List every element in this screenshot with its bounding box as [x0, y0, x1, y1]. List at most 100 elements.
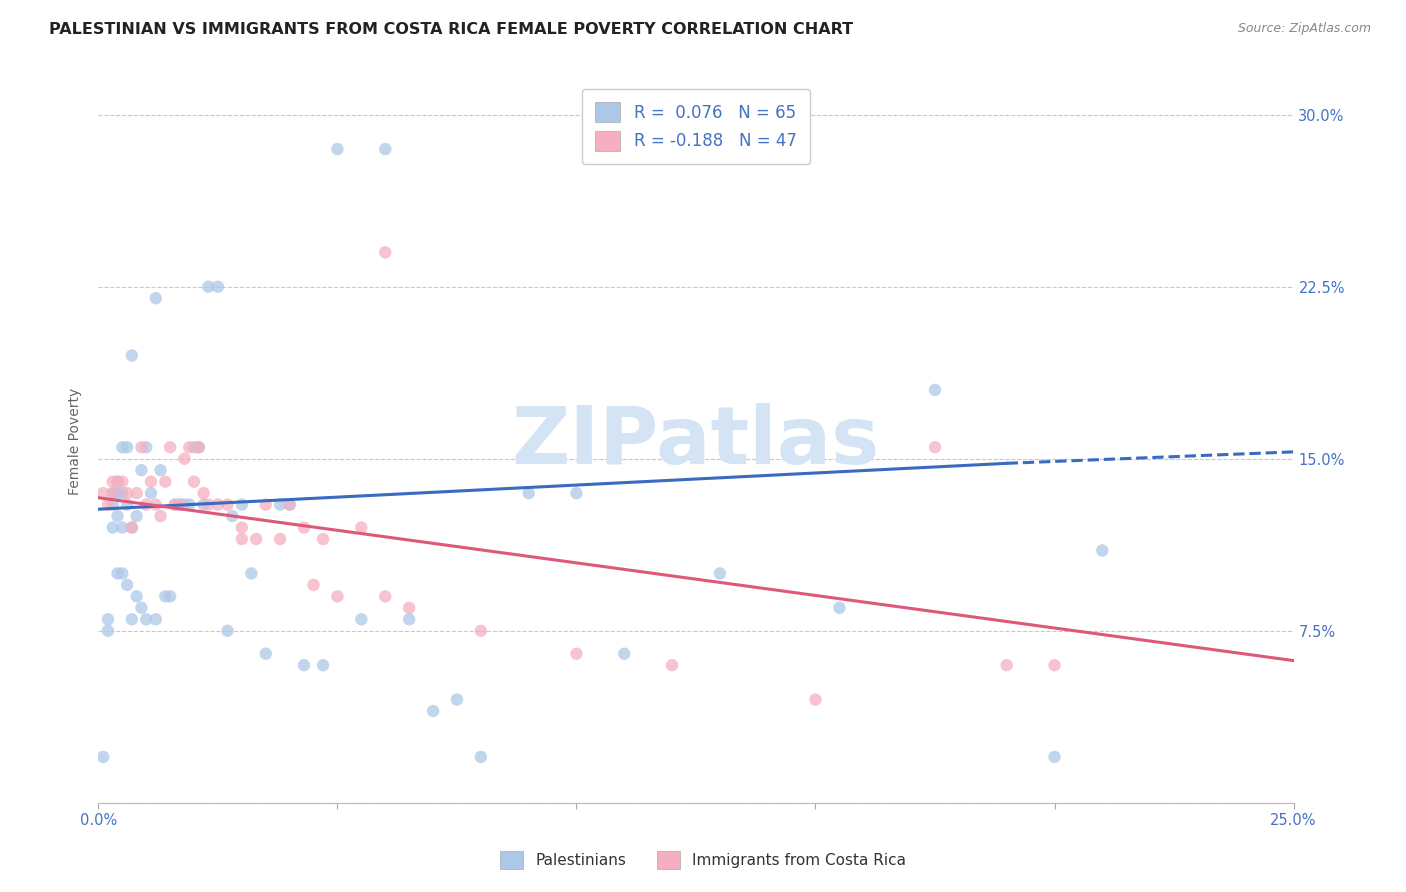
Point — [97, 612, 120, 626]
Point — [125, 590, 148, 604]
Point — [139, 475, 162, 489]
Point — [187, 440, 209, 454]
Point — [111, 486, 134, 500]
Point — [398, 600, 420, 615]
Point — [107, 475, 129, 489]
Point — [374, 590, 396, 604]
Point — [169, 498, 191, 512]
Point — [326, 142, 349, 156]
Point — [374, 245, 396, 260]
Point — [193, 486, 215, 500]
Point — [350, 520, 373, 534]
Point — [139, 486, 162, 500]
Text: PALESTINIAN VS IMMIGRANTS FROM COSTA RICA FEMALE POVERTY CORRELATION CHART: PALESTINIAN VS IMMIGRANTS FROM COSTA RIC… — [49, 22, 853, 37]
Point — [179, 498, 201, 512]
Point — [107, 509, 129, 524]
Point — [115, 578, 138, 592]
Point — [326, 590, 349, 604]
Point — [131, 463, 153, 477]
Point — [221, 509, 243, 524]
Point — [121, 520, 143, 534]
Point — [97, 624, 120, 638]
Point — [193, 498, 215, 512]
Legend: Palestinians, Immigrants from Costa Rica: Palestinians, Immigrants from Costa Rica — [494, 845, 912, 875]
Point — [302, 578, 325, 592]
Point — [115, 440, 138, 454]
Point — [422, 704, 444, 718]
Point — [135, 498, 157, 512]
Point — [159, 590, 181, 604]
Point — [187, 440, 209, 454]
Point — [565, 486, 588, 500]
Y-axis label: Female Poverty: Female Poverty — [69, 388, 83, 495]
Point — [661, 658, 683, 673]
Point — [446, 692, 468, 706]
Point — [231, 520, 253, 534]
Point — [278, 498, 301, 512]
Point — [115, 486, 138, 500]
Point — [217, 624, 239, 638]
Point — [101, 486, 124, 500]
Point — [173, 498, 195, 512]
Text: ZIPatlas: ZIPatlas — [512, 402, 880, 481]
Point — [145, 291, 167, 305]
Point — [173, 451, 195, 466]
Point — [97, 498, 120, 512]
Point — [350, 612, 373, 626]
Point — [111, 520, 134, 534]
Point — [924, 383, 946, 397]
Point — [804, 692, 827, 706]
Point — [254, 647, 277, 661]
Point — [374, 142, 396, 156]
Point — [111, 475, 134, 489]
Point — [125, 486, 148, 500]
Legend: R =  0.076   N = 65, R = -0.188   N = 47: R = 0.076 N = 65, R = -0.188 N = 47 — [582, 88, 810, 164]
Point — [269, 532, 291, 546]
Point — [470, 624, 492, 638]
Point — [1091, 543, 1114, 558]
Point — [163, 498, 186, 512]
Point — [101, 475, 124, 489]
Point — [91, 486, 114, 500]
Point — [179, 440, 201, 454]
Point — [240, 566, 263, 581]
Point — [470, 750, 492, 764]
Point — [278, 498, 301, 512]
Point — [183, 475, 205, 489]
Point — [269, 498, 291, 512]
Point — [254, 498, 277, 512]
Point — [155, 475, 177, 489]
Point — [565, 647, 588, 661]
Point — [231, 498, 253, 512]
Point — [111, 566, 134, 581]
Point — [107, 566, 129, 581]
Point — [101, 498, 124, 512]
Point — [149, 509, 172, 524]
Point — [995, 658, 1018, 673]
Point — [101, 520, 124, 534]
Point — [107, 475, 129, 489]
Point — [292, 658, 315, 673]
Point — [207, 498, 229, 512]
Point — [398, 612, 420, 626]
Point — [159, 440, 181, 454]
Point — [135, 440, 157, 454]
Point — [121, 349, 143, 363]
Point — [111, 440, 134, 454]
Point — [107, 486, 129, 500]
Point — [207, 279, 229, 293]
Point — [115, 498, 138, 512]
Point — [135, 612, 157, 626]
Point — [101, 486, 124, 500]
Point — [312, 532, 335, 546]
Point — [828, 600, 851, 615]
Point — [125, 509, 148, 524]
Point — [217, 498, 239, 512]
Point — [145, 612, 167, 626]
Point — [1043, 750, 1066, 764]
Point — [163, 498, 186, 512]
Point — [245, 532, 267, 546]
Point — [145, 498, 167, 512]
Point — [131, 600, 153, 615]
Point — [517, 486, 540, 500]
